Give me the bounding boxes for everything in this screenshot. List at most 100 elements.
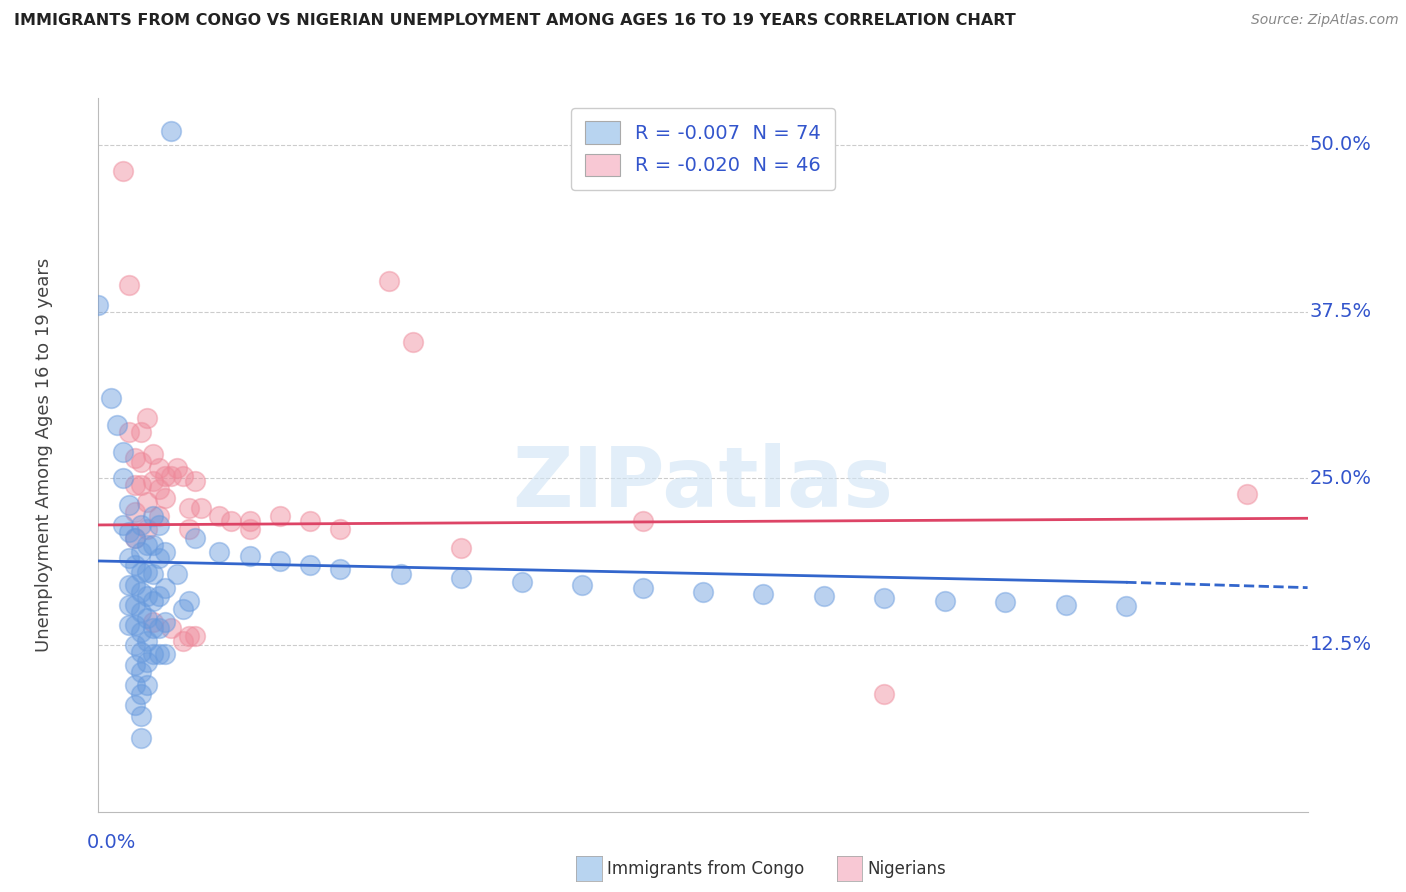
Point xyxy=(239,514,262,528)
Point xyxy=(450,571,472,585)
Point xyxy=(208,508,231,523)
Point xyxy=(124,698,146,712)
Point xyxy=(129,584,152,599)
Point xyxy=(1054,598,1077,612)
Point xyxy=(172,602,194,616)
Point xyxy=(129,425,152,439)
Point xyxy=(510,575,533,590)
Point xyxy=(124,558,146,572)
Point xyxy=(450,541,472,555)
Text: 50.0%: 50.0% xyxy=(1310,136,1372,154)
Point xyxy=(377,274,399,288)
Point xyxy=(172,468,194,483)
Point xyxy=(129,687,152,701)
Point xyxy=(269,508,291,523)
Point xyxy=(402,335,425,350)
Point xyxy=(135,538,157,552)
Point xyxy=(118,498,141,512)
Point xyxy=(118,524,141,539)
Point xyxy=(142,615,165,630)
Point xyxy=(87,298,110,312)
Text: 25.0%: 25.0% xyxy=(1310,469,1372,488)
Point xyxy=(934,594,956,608)
Point xyxy=(148,518,170,533)
Text: IMMIGRANTS FROM CONGO VS NIGERIAN UNEMPLOYMENT AMONG AGES 16 TO 19 YEARS CORRELA: IMMIGRANTS FROM CONGO VS NIGERIAN UNEMPL… xyxy=(14,13,1015,29)
Point xyxy=(135,495,157,509)
Point xyxy=(135,656,157,670)
Text: Nigerians: Nigerians xyxy=(868,860,946,878)
Point xyxy=(118,277,141,292)
Point xyxy=(142,447,165,461)
Point xyxy=(142,538,165,552)
Point xyxy=(184,474,207,488)
Point xyxy=(631,514,654,528)
Point xyxy=(329,562,352,576)
Point xyxy=(160,468,183,483)
Point xyxy=(142,474,165,488)
Point xyxy=(135,522,157,536)
Text: Unemployment Among Ages 16 to 19 years: Unemployment Among Ages 16 to 19 years xyxy=(35,258,53,652)
Point xyxy=(148,460,170,475)
Point xyxy=(129,605,152,619)
Point xyxy=(153,491,176,506)
Point xyxy=(994,595,1017,609)
Point xyxy=(692,584,714,599)
Point xyxy=(148,482,170,496)
Point xyxy=(177,522,201,536)
Point xyxy=(166,460,188,475)
Point xyxy=(105,417,128,432)
Point xyxy=(129,455,152,469)
Point xyxy=(124,451,146,466)
Point xyxy=(269,554,291,568)
Point xyxy=(299,514,322,528)
Point xyxy=(148,589,170,603)
Point xyxy=(160,124,183,138)
Point xyxy=(571,578,593,592)
Point xyxy=(124,598,146,612)
Point xyxy=(124,531,146,545)
Point xyxy=(129,544,152,558)
Point xyxy=(111,471,134,485)
Point xyxy=(100,391,122,405)
Point xyxy=(184,531,207,545)
Point xyxy=(135,411,157,425)
Point xyxy=(299,558,322,572)
Point xyxy=(129,565,152,579)
Point xyxy=(148,508,170,523)
Point xyxy=(177,629,201,643)
Point xyxy=(118,598,141,612)
Point xyxy=(129,624,152,639)
Point xyxy=(124,658,146,673)
Point xyxy=(111,518,134,533)
Point xyxy=(153,581,176,595)
Point xyxy=(118,618,141,632)
Point xyxy=(631,581,654,595)
Point xyxy=(124,478,146,492)
Point xyxy=(813,589,835,603)
Point xyxy=(135,589,157,603)
Point xyxy=(873,591,896,606)
Point xyxy=(153,468,176,483)
Point xyxy=(148,648,170,662)
Point xyxy=(208,544,231,558)
Point xyxy=(124,578,146,592)
Point xyxy=(135,565,157,579)
Point xyxy=(160,621,183,635)
Point xyxy=(124,531,146,545)
Point xyxy=(148,551,170,566)
Point xyxy=(329,522,352,536)
Point xyxy=(111,164,134,178)
Point xyxy=(1115,599,1137,614)
Point xyxy=(135,678,157,692)
Text: 37.5%: 37.5% xyxy=(1310,302,1372,321)
Point xyxy=(111,444,134,458)
Point xyxy=(153,544,176,558)
Point xyxy=(118,578,141,592)
Point xyxy=(129,518,152,533)
Point xyxy=(153,648,176,662)
Text: 0.0%: 0.0% xyxy=(86,833,136,852)
Point xyxy=(153,615,176,630)
Text: Immigrants from Congo: Immigrants from Congo xyxy=(607,860,804,878)
Point xyxy=(752,587,775,601)
Point xyxy=(148,621,170,635)
